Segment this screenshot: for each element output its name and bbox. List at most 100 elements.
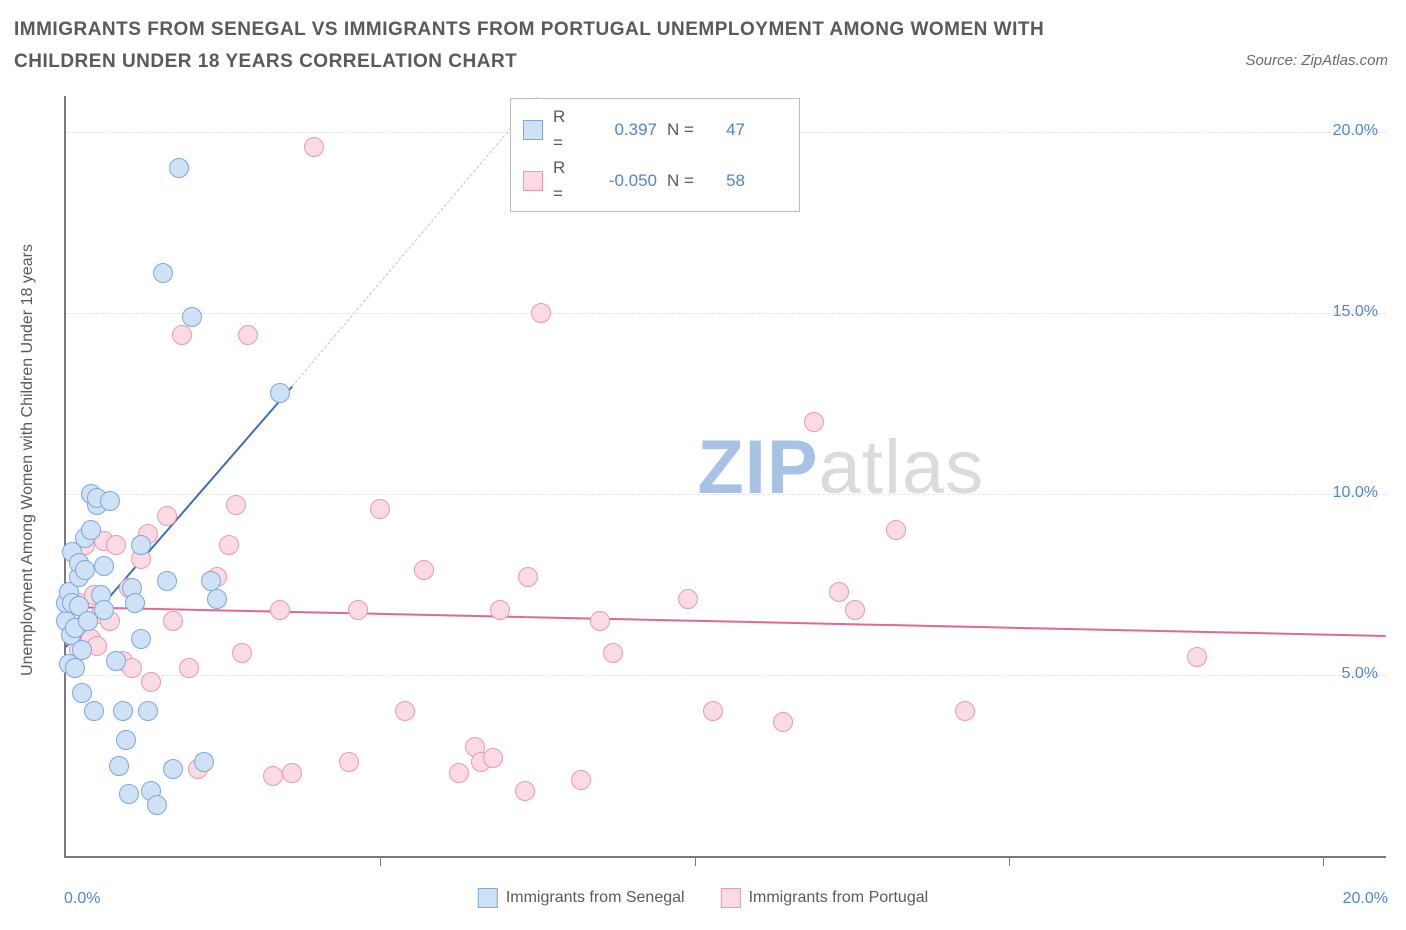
- scatter-marker-senegal: [65, 658, 85, 678]
- scatter-marker-portugal: [370, 499, 390, 519]
- source-attribution: Source: ZipAtlas.com: [1245, 52, 1388, 69]
- scatter-marker-senegal: [100, 491, 120, 511]
- scatter-marker-senegal: [84, 701, 104, 721]
- swatch-senegal-legend: [478, 888, 498, 908]
- scatter-marker-portugal: [157, 506, 177, 526]
- y-axis-label: Unemployment Among Women with Children U…: [19, 244, 37, 676]
- swatch-portugal: [523, 171, 543, 191]
- correlation-box: R = 0.397 N = 47 R = -0.050 N = 58: [510, 98, 800, 212]
- scatter-marker-portugal: [232, 643, 252, 663]
- scatter-marker-senegal: [153, 263, 173, 283]
- scatter-marker-portugal: [304, 137, 324, 157]
- trendline-senegal-extrapolated: [292, 96, 538, 386]
- scatter-marker-portugal: [238, 325, 258, 345]
- scatter-marker-portugal: [678, 589, 698, 609]
- scatter-marker-portugal: [703, 701, 723, 721]
- scatter-marker-portugal: [395, 701, 415, 721]
- x-axis-min-label: 0.0%: [64, 890, 100, 908]
- correlation-row-portugal: R = -0.050 N = 58: [523, 155, 787, 206]
- scatter-marker-portugal: [483, 748, 503, 768]
- gridline: [66, 313, 1386, 314]
- scatter-marker-portugal: [282, 763, 302, 783]
- y-tick-label: 5.0%: [1342, 665, 1378, 683]
- scatter-marker-senegal: [109, 756, 129, 776]
- scatter-marker-portugal: [773, 712, 793, 732]
- scatter-marker-portugal: [270, 600, 290, 620]
- scatter-marker-senegal: [113, 701, 133, 721]
- scatter-marker-portugal: [414, 560, 434, 580]
- scatter-marker-portugal: [106, 535, 126, 555]
- scatter-marker-portugal: [518, 567, 538, 587]
- scatter-marker-senegal: [138, 701, 158, 721]
- scatter-marker-senegal: [182, 307, 202, 327]
- scatter-marker-portugal: [348, 600, 368, 620]
- watermark: ZIPatlas: [697, 424, 984, 511]
- gridline: [66, 675, 1386, 676]
- scatter-marker-senegal: [94, 600, 114, 620]
- scatter-marker-portugal: [141, 672, 161, 692]
- scatter-marker-senegal: [119, 784, 139, 804]
- scatter-marker-portugal: [226, 495, 246, 515]
- scatter-marker-portugal: [339, 752, 359, 772]
- scatter-marker-portugal: [163, 611, 183, 631]
- scatter-marker-portugal: [263, 766, 283, 786]
- scatter-marker-portugal: [1187, 647, 1207, 667]
- r-label: R =: [553, 155, 577, 206]
- gridline: [66, 494, 1386, 495]
- x-tick: [1323, 856, 1324, 866]
- x-tick: [380, 856, 381, 866]
- scatter-marker-portugal: [590, 611, 610, 631]
- scatter-marker-senegal: [201, 571, 221, 591]
- scatter-marker-senegal: [72, 640, 92, 660]
- scatter-marker-portugal: [829, 582, 849, 602]
- correlation-row-senegal: R = 0.397 N = 47: [523, 104, 787, 155]
- scatter-marker-senegal: [157, 571, 177, 591]
- scatter-marker-senegal: [125, 593, 145, 613]
- r-label: R =: [553, 104, 577, 155]
- y-tick-label: 15.0%: [1333, 303, 1378, 321]
- n-value-senegal: 47: [711, 117, 745, 143]
- r-value-portugal: -0.050: [587, 168, 657, 194]
- scatter-marker-portugal: [845, 600, 865, 620]
- scatter-marker-senegal: [116, 730, 136, 750]
- legend-bottom: Immigrants from Senegal Immigrants from …: [478, 888, 928, 908]
- n-label: N =: [667, 117, 701, 143]
- scatter-marker-portugal: [804, 412, 824, 432]
- scatter-marker-portugal: [179, 658, 199, 678]
- trendline-portugal: [66, 606, 1386, 637]
- n-value-portugal: 58: [711, 168, 745, 194]
- y-tick-label: 20.0%: [1333, 122, 1378, 140]
- scatter-marker-senegal: [194, 752, 214, 772]
- scatter-marker-portugal: [571, 770, 591, 790]
- legend-item-portugal: Immigrants from Portugal: [721, 888, 929, 908]
- scatter-marker-senegal: [131, 535, 151, 555]
- scatter-marker-senegal: [75, 560, 95, 580]
- scatter-marker-portugal: [886, 520, 906, 540]
- scatter-marker-portugal: [172, 325, 192, 345]
- x-axis-max-label: 20.0%: [1343, 890, 1388, 908]
- scatter-marker-portugal: [449, 763, 469, 783]
- scatter-marker-portugal: [603, 643, 623, 663]
- legend-item-senegal: Immigrants from Senegal: [478, 888, 685, 908]
- scatter-marker-portugal: [490, 600, 510, 620]
- scatter-marker-portugal: [515, 781, 535, 801]
- scatter-marker-portugal: [955, 701, 975, 721]
- scatter-marker-senegal: [270, 383, 290, 403]
- r-value-senegal: 0.397: [587, 117, 657, 143]
- chart-title: IMMIGRANTS FROM SENEGAL VS IMMIGRANTS FR…: [14, 14, 1114, 79]
- n-label: N =: [667, 168, 701, 194]
- scatter-marker-senegal: [169, 158, 189, 178]
- swatch-portugal-legend: [721, 888, 741, 908]
- scatter-marker-senegal: [207, 589, 227, 609]
- x-tick: [1009, 856, 1010, 866]
- scatter-marker-senegal: [147, 795, 167, 815]
- scatter-marker-senegal: [94, 556, 114, 576]
- scatter-marker-senegal: [72, 683, 92, 703]
- x-tick: [695, 856, 696, 866]
- scatter-marker-portugal: [531, 303, 551, 323]
- scatter-marker-senegal: [163, 759, 183, 779]
- legend-label-portugal: Immigrants from Portugal: [749, 889, 929, 907]
- scatter-marker-senegal: [81, 520, 101, 540]
- swatch-senegal: [523, 120, 543, 140]
- legend-label-senegal: Immigrants from Senegal: [506, 889, 685, 907]
